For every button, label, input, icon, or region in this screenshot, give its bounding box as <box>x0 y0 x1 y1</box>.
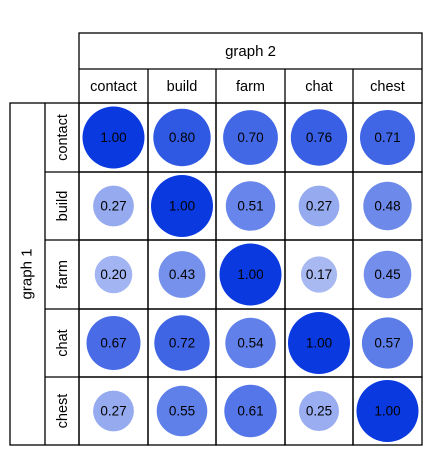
cell-value-contact-chest: 0.71 <box>374 130 400 145</box>
heatmap-cells: 1.00 0.80 0.70 0.76 0.71 0.27 1.00 0.51 0.27 0.48… <box>78 102 423 446</box>
cell-circle-chest-chat <box>299 391 339 431</box>
cell-value-chest-chest: 1.00 <box>374 404 400 419</box>
cell-value-contact-contact: 1.00 <box>100 130 126 145</box>
cell-value-contact-chat: 0.76 <box>306 130 332 145</box>
cell-frame <box>352 376 423 446</box>
cell-value-chest-contact: 0.27 <box>100 404 126 419</box>
cell-circle-build-chat <box>298 185 340 227</box>
column-labels: contact build farm chat chest <box>90 79 405 95</box>
cell-circle-farm-chest <box>363 250 412 299</box>
cell-value-chat-build: 0.72 <box>169 336 195 351</box>
cell-circle-farm-contact <box>94 255 133 294</box>
cell-circle-farm-build <box>158 251 206 298</box>
cell-value-build-build: 1.00 <box>169 199 195 214</box>
cell-circle-contact-chat <box>290 109 348 166</box>
cell-value-farm-chest: 0.45 <box>374 267 400 282</box>
row-label-chat: chat <box>55 329 71 356</box>
cell-value-chat-chest: 0.57 <box>374 336 400 351</box>
cell-value-build-farm: 0.51 <box>237 199 263 214</box>
cell-circle-farm-farm <box>219 243 282 306</box>
cell-circle-build-contact <box>93 185 134 227</box>
cell-value-contact-farm: 0.70 <box>237 130 263 145</box>
cell-value-farm-contact: 0.20 <box>100 267 126 282</box>
cell-value-chat-farm: 0.54 <box>237 336 264 351</box>
cell-circle-chat-contact <box>86 316 141 370</box>
cell-circle-chat-farm <box>225 317 276 369</box>
y-axis-title: graph 1 <box>18 249 35 300</box>
cell-circle-contact-build <box>153 108 211 167</box>
cell-value-chest-farm: 0.61 <box>237 404 263 419</box>
column-label-farm: farm <box>236 79 265 95</box>
cell-circle-chest-chest <box>356 380 419 442</box>
cell-circle-chest-farm <box>224 384 277 438</box>
cell-value-farm-build: 0.43 <box>169 267 195 282</box>
cell-circle-contact-contact <box>82 106 145 169</box>
cell-circle-build-farm <box>225 181 276 231</box>
cell-circle-build-build <box>151 175 213 237</box>
cell-value-chest-chat: 0.25 <box>306 404 332 419</box>
row-label-farm: farm <box>55 260 71 289</box>
column-label-build: build <box>167 79 198 95</box>
cell-value-build-chat: 0.27 <box>306 199 332 214</box>
cell-circle-build-chest <box>363 181 412 231</box>
x-axis-title: graph 2 <box>225 43 276 60</box>
column-label-chat: chat <box>305 79 332 95</box>
cell-circle-farm-chat <box>300 256 338 293</box>
cell-value-chat-chat: 1.00 <box>306 336 332 351</box>
row-label-contact: contact <box>55 114 71 161</box>
cell-circle-chat-chest <box>361 317 414 369</box>
cell-circle-contact-farm <box>223 110 278 165</box>
cell-circle-chat-chat <box>288 312 350 374</box>
cell-circle-chest-build <box>156 385 208 437</box>
cell-value-chest-build: 0.55 <box>169 404 195 419</box>
column-label-contact: contact <box>90 79 137 95</box>
cell-circle-contact-chest <box>360 110 415 165</box>
cell-circle-chest-contact <box>93 390 134 432</box>
cell-value-build-chest: 0.48 <box>374 199 400 214</box>
cell-value-farm-chat: 0.17 <box>306 267 332 282</box>
cell-circle-chat-build <box>154 315 210 371</box>
column-label-chest: chest <box>370 79 405 95</box>
row-label-chest: chest <box>55 394 71 429</box>
row-label-build: build <box>55 191 71 222</box>
cell-value-chat-contact: 0.67 <box>100 336 126 351</box>
row-labels: contact build farm chat chest <box>55 114 71 428</box>
cell-value-farm-farm: 1.00 <box>237 267 263 282</box>
cell-value-contact-build: 0.80 <box>169 130 195 145</box>
cell-value-build-contact: 0.27 <box>100 199 126 214</box>
